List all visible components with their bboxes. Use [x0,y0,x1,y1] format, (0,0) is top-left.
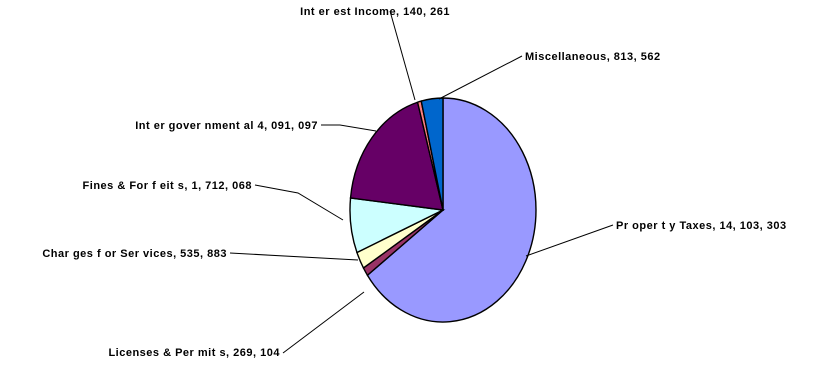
slice-label-property-taxes: Pr oper t y Taxes, 14, 103, 303 [616,220,787,232]
leader-line-interest-income [389,10,416,101]
slice-label-intergovernmental: Int er gover nment al 4, 091, 097 [135,120,318,132]
slice-label-miscellaneous: Miscellaneous, 813, 562 [525,51,661,63]
leader-line-property-taxes [525,224,614,257]
leader-line-fines-and-forfeits [254,184,344,221]
leader-lines [229,10,614,354]
pie-slice-property-taxes [366,97,537,323]
slice-label-licenses-and-permits: Licenses & Per mit s, 269, 104 [108,347,280,359]
leader-line-charges-for-services [229,252,359,261]
slice-labels: Pr oper t y Taxes, 14, 103, 303 Licenses … [42,6,786,359]
pie-slice-intergovernmental [349,101,444,211]
slice-label-fines-and-forfeits: Fines & For f eit s, 1, 712, 068 [83,180,252,192]
leader-line-licenses-and-permits [282,291,365,354]
leader-line-miscellaneous [438,55,523,100]
slice-label-charges-for-services: Char ges f or Ser vices, 535, 883 [42,248,227,260]
leader-line-intergovernmental [321,124,377,132]
pie-slices [349,97,537,323]
pie-slice-miscellaneous [420,97,444,211]
slice-label-interest-income: Int er est Income, 140, 261 [300,6,450,18]
